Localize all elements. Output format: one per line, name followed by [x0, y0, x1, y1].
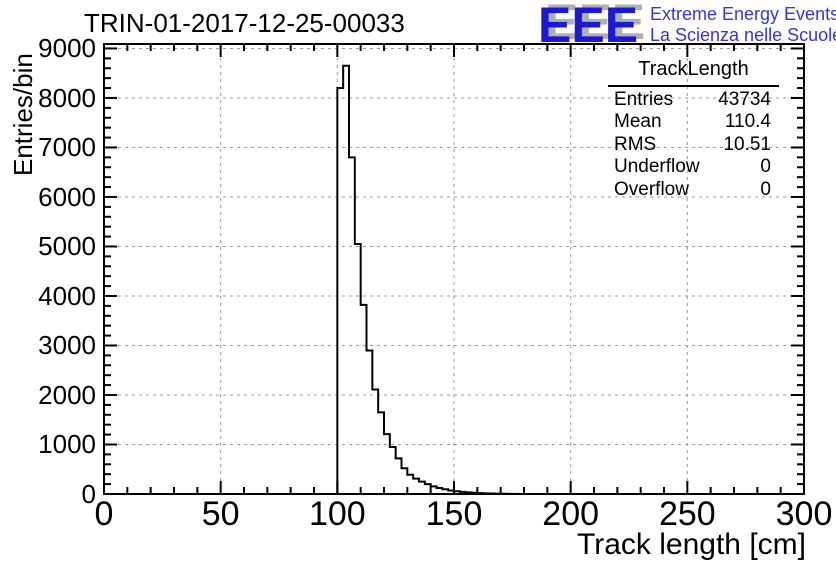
stat-label: Entries	[614, 89, 674, 110]
logo-tagline-it: La Scienza nelle Scuole	[650, 25, 836, 45]
y-tick-label: 4000	[38, 280, 96, 311]
y-tick-label: 5000	[38, 231, 96, 262]
y-tick-label: 9000	[38, 33, 96, 64]
stats-box-title: TrackLength	[608, 57, 779, 87]
stats-box-rows: Entries 43734 Mean 110.4 RMS 10.51 Underflow 0 O…	[608, 89, 779, 201]
y-tick-labels: 0 1000 2000 3000 4000 5000 6000 7000 8000 9000	[0, 35, 99, 507]
x-tick-label: 150	[425, 495, 483, 533]
stat-value: 0	[760, 156, 771, 178]
stat-label: Mean	[614, 111, 662, 133]
x-tick-label: 50	[201, 495, 240, 533]
y-tick-label: 8000	[38, 82, 96, 113]
y-tick-label: 1000	[38, 429, 96, 460]
histogram-plot	[103, 43, 805, 495]
x-tick-labels: 0 50 100 150 200 250 300	[95, 495, 833, 533]
stat-label: Overflow	[614, 178, 689, 200]
x-tick-label: 100	[308, 495, 366, 533]
y-tick-label: 6000	[38, 181, 96, 212]
eee-logo-taglines: Extreme Energy Events La Scienza nelle S…	[650, 4, 836, 46]
stat-row: RMS 10.51	[608, 134, 779, 156]
plot-title: TRIN-01-2017-12-25-00033	[84, 8, 405, 38]
x-tick-label: 300	[775, 495, 833, 533]
stat-row: Overflow 0	[608, 179, 779, 201]
eee-logo-letters: EEE	[538, 0, 639, 53]
stat-row: Entries 43734	[608, 89, 779, 111]
plot-frame	[103, 43, 805, 495]
y-tick-label: 3000	[38, 330, 96, 361]
stat-value: 10.51	[723, 133, 771, 155]
histogram-line	[336, 64, 525, 495]
y-tick-label: 0	[81, 479, 96, 509]
stat-row: Mean 110.4	[608, 111, 779, 133]
x-tick-label: 200	[542, 495, 600, 533]
y-tick-label: 2000	[38, 379, 96, 410]
stat-label: RMS	[614, 133, 657, 155]
stat-value: 43734	[718, 89, 771, 110]
x-tick-label: 0	[94, 495, 114, 533]
logo-tagline-en: Extreme Energy Events	[650, 4, 836, 24]
x-axis-title: Track length [cm]	[577, 528, 806, 561]
stat-row: Underflow 0	[608, 156, 779, 178]
stat-label: Underflow	[614, 156, 700, 178]
stat-value: 110.4	[724, 111, 771, 133]
y-tick-label: 7000	[38, 132, 96, 163]
x-tick-label: 250	[658, 495, 716, 533]
stat-value: 0	[760, 178, 771, 200]
stats-box: TrackLength Entries 43734 Mean 110.4 RMS 10.5…	[608, 57, 779, 201]
